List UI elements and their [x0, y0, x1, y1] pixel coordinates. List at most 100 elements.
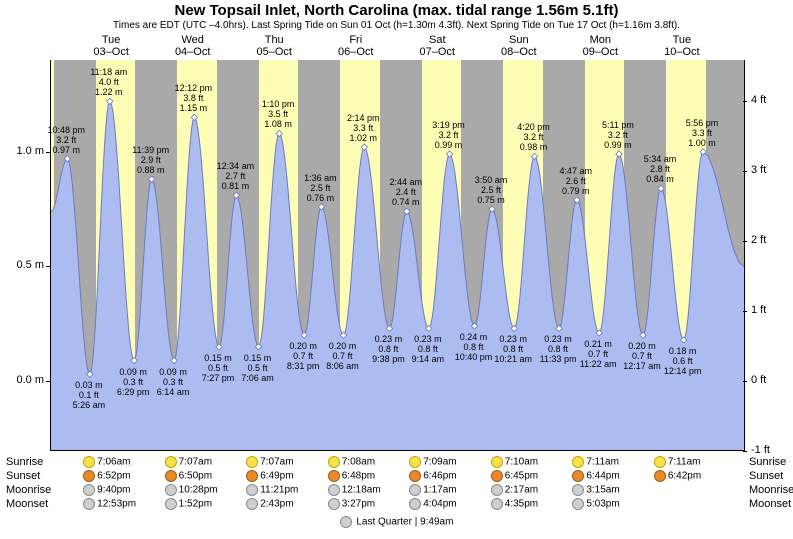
moonrise-icon: [572, 484, 584, 496]
tide-point-label: 0.23 m0.8 ft9:38 pm: [372, 334, 405, 364]
tide-point-label: 0.23 m0.8 ft9:14 am: [412, 334, 445, 364]
tide-point-label: 10:48 pm3.2 ft0.97 m: [48, 125, 86, 155]
astro-cell-moonset: 5:03pm: [572, 498, 619, 510]
astro-cell-moonrise: 11:21pm: [246, 484, 298, 496]
tide-point-label: 0.03 m0.1 ft5:26 am: [73, 380, 106, 410]
tide-point-label: 12:12 pm3.8 ft1.15 m: [175, 83, 213, 113]
moonset-icon: [83, 498, 95, 510]
moon-phase-icon: [340, 516, 352, 528]
astro-cell-moonset: 4:35pm: [491, 498, 538, 510]
tide-point-label: 0.09 m0.3 ft6:29 pm: [117, 367, 150, 397]
astro-cell-moonset: 3:27pm: [328, 498, 375, 510]
y-tick-ft: 1 ft: [751, 304, 766, 316]
date-label: Fri06–Oct: [326, 34, 386, 58]
astro-row-label-right: Moonset: [749, 498, 791, 510]
y-tick-ft: 3 ft: [751, 164, 766, 176]
date-label: Mon09–Oct: [570, 34, 630, 58]
sunset-icon: [409, 470, 421, 482]
sunset-icon: [246, 470, 258, 482]
sunrise-icon: [491, 456, 503, 468]
sunrise-icon: [83, 456, 95, 468]
moonrise-icon: [165, 484, 177, 496]
chart-subtitle: Times are EDT (UTC –4.0hrs). Last Spring…: [0, 20, 793, 31]
moonrise-icon: [328, 484, 340, 496]
tide-point-label: 0.18 m0.6 ft12:14 pm: [664, 346, 702, 376]
sunset-icon: [83, 470, 95, 482]
astro-cell-sunrise: 7:06am: [83, 456, 130, 468]
astro-cell-sunset: 6:44pm: [572, 470, 619, 482]
tide-point-label: 0.20 m0.7 ft8:06 am: [326, 341, 359, 371]
astro-cell-sunrise: 7:11am: [654, 456, 701, 468]
date-label: Tue10–Oct: [652, 34, 712, 58]
tide-point-label: 3:19 pm3.2 ft0.99 m: [432, 120, 465, 150]
tide-extremum-marker: [149, 176, 155, 182]
tide-point-label: 3:50 am2.5 ft0.75 m: [475, 175, 508, 205]
sunrise-icon: [328, 456, 340, 468]
sunset-icon: [654, 470, 666, 482]
tide-point-label: 0.23 m0.8 ft11:33 pm: [540, 334, 577, 364]
astro-cell-moonset: 2:43pm: [246, 498, 293, 510]
tide-point-label: 5:11 pm3.2 ft0.99 m: [602, 120, 634, 150]
tide-point-label: 0.15 m0.5 ft7:27 pm: [202, 353, 235, 383]
date-label: Sun08–Oct: [489, 34, 549, 58]
tide-point-label: 0.24 m0.8 ft10:40 pm: [455, 332, 493, 362]
tide-point-label: 0.21 m0.7 ft11:22 am: [580, 339, 617, 369]
astro-cell-sunset: 6:46pm: [409, 470, 456, 482]
sunrise-icon: [654, 456, 666, 468]
sunrise-icon: [246, 456, 258, 468]
tide-point-label: 0.09 m0.3 ft6:14 am: [157, 367, 190, 397]
sunrise-icon: [165, 456, 177, 468]
astro-row-label-left: Moonrise: [6, 484, 51, 496]
tide-extremum-marker: [191, 114, 197, 120]
moonrise-icon: [83, 484, 95, 496]
plot-area: [50, 60, 745, 451]
date-label: Sat07–Oct: [407, 34, 467, 58]
tide-point-label: 0.15 m0.5 ft7:06 am: [241, 353, 274, 383]
chart-title: New Topsail Inlet, North Carolina (max. …: [0, 2, 793, 19]
y-tick-ft: 2 ft: [751, 234, 766, 246]
sunrise-icon: [572, 456, 584, 468]
y-tick-m: 0.5 m: [16, 259, 44, 271]
astro-cell-sunset: 6:48pm: [328, 470, 375, 482]
tide-point-label: 5:34 am2.8 ft0.84 m: [644, 154, 677, 184]
date-label: Thu05–Oct: [244, 34, 304, 58]
tide-point-label: 11:18 am4.0 ft1.22 m: [90, 67, 127, 97]
tide-point-label: 2:44 am2.4 ft0.74 m: [390, 177, 423, 207]
astro-cell-moonset: 4:04pm: [409, 498, 456, 510]
moonset-icon: [491, 498, 503, 510]
astro-cell-sunrise: 7:07am: [165, 456, 212, 468]
moonrise-icon: [246, 484, 258, 496]
y-tick-ft: 4 ft: [751, 94, 766, 106]
tide-point-label: 4:47 am2.6 ft0.79 m: [560, 166, 593, 196]
y-tick-ft: -1 ft: [751, 444, 770, 456]
moonset-icon: [409, 498, 421, 510]
astro-cell-sunset: 6:49pm: [246, 470, 293, 482]
astro-cell-sunset: 6:50pm: [165, 470, 212, 482]
date-label: Tue03–Oct: [81, 34, 141, 58]
tide-point-label: 11:39 pm2.9 ft0.88 m: [132, 145, 169, 175]
astro-cell-sunrise: 7:11am: [572, 456, 619, 468]
sunrise-icon: [409, 456, 421, 468]
tide-point-label: 1:36 am2.5 ft0.76 m: [304, 173, 337, 203]
tide-point-label: 0.23 m0.8 ft10:21 am: [494, 334, 532, 364]
moonset-icon: [572, 498, 584, 510]
astro-cell-sunrise: 7:09am: [409, 456, 456, 468]
tide-point-label: 4:20 pm3.2 ft0.98 m: [517, 122, 550, 152]
tide-point-label: 5:56 pm3.3 ft1.00 m: [686, 118, 719, 148]
astro-row-label-right: Moonrise: [749, 484, 793, 496]
astro-row-label-right: Sunset: [749, 470, 783, 482]
astro-cell-sunrise: 7:10am: [491, 456, 538, 468]
astro-cell-moonset: 1:52pm: [165, 498, 212, 510]
tide-point-label: 1:10 pm3.5 ft1.08 m: [262, 99, 295, 129]
tide-point-label: 12:34 am2.7 ft0.81 m: [217, 161, 255, 191]
moonset-icon: [165, 498, 177, 510]
moon-phase-label: Last Quarter | 9:49am: [0, 516, 793, 528]
sunset-icon: [572, 470, 584, 482]
date-label: Wed04–Oct: [163, 34, 223, 58]
y-tick-ft: 0 ft: [751, 374, 766, 386]
sunset-icon: [328, 470, 340, 482]
astro-row-label-left: Sunrise: [6, 456, 43, 468]
y-tick-m: 0.0 m: [16, 374, 44, 386]
tide-extremum-marker: [107, 98, 113, 104]
sunset-icon: [165, 470, 177, 482]
